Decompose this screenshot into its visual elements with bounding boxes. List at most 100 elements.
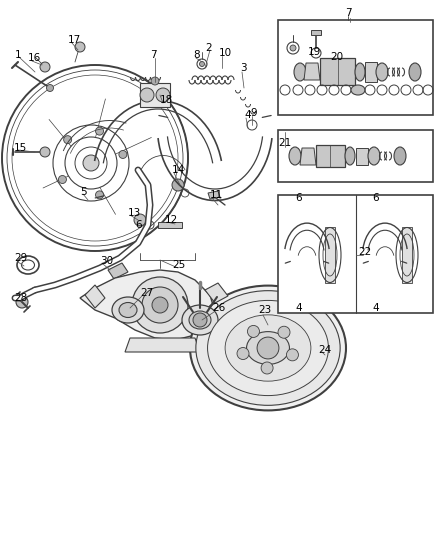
Ellipse shape <box>351 85 365 95</box>
Text: 6: 6 <box>135 220 141 230</box>
Text: 25: 25 <box>172 260 185 270</box>
Text: 29: 29 <box>14 253 27 263</box>
Circle shape <box>16 296 28 308</box>
Circle shape <box>95 191 103 199</box>
Circle shape <box>278 326 290 338</box>
Text: 24: 24 <box>318 345 331 355</box>
Ellipse shape <box>119 303 137 318</box>
Polygon shape <box>402 227 412 283</box>
Text: 3: 3 <box>240 63 247 73</box>
Circle shape <box>142 287 178 323</box>
Circle shape <box>237 348 249 360</box>
Text: 12: 12 <box>165 215 178 225</box>
Circle shape <box>134 214 146 226</box>
Polygon shape <box>80 270 215 340</box>
Polygon shape <box>125 338 200 352</box>
Ellipse shape <box>189 311 211 329</box>
Circle shape <box>172 179 184 191</box>
Circle shape <box>199 61 205 67</box>
Text: 20: 20 <box>330 52 343 62</box>
Text: 7: 7 <box>345 8 352 18</box>
Circle shape <box>286 349 298 361</box>
Ellipse shape <box>376 63 388 81</box>
Circle shape <box>151 77 159 85</box>
Circle shape <box>261 362 273 374</box>
Circle shape <box>58 175 67 183</box>
Text: 15: 15 <box>14 143 27 153</box>
Text: 2: 2 <box>205 43 212 53</box>
Ellipse shape <box>394 147 406 165</box>
Text: 9: 9 <box>250 108 257 118</box>
Ellipse shape <box>355 63 365 81</box>
Ellipse shape <box>294 63 306 81</box>
Text: 17: 17 <box>68 35 81 45</box>
Ellipse shape <box>247 332 290 365</box>
Text: 11: 11 <box>210 190 223 200</box>
Polygon shape <box>140 83 170 107</box>
Text: 1: 1 <box>15 50 21 60</box>
Ellipse shape <box>182 305 218 335</box>
Text: 4: 4 <box>372 303 378 313</box>
Ellipse shape <box>368 147 380 165</box>
Ellipse shape <box>409 63 421 81</box>
Text: 10: 10 <box>219 48 232 58</box>
Bar <box>278 130 433 182</box>
Text: 6: 6 <box>372 193 378 203</box>
Circle shape <box>156 88 170 102</box>
Polygon shape <box>205 283 228 303</box>
Text: 4: 4 <box>295 303 302 313</box>
Text: 16: 16 <box>28 53 41 63</box>
Text: 28: 28 <box>14 293 27 303</box>
Circle shape <box>46 85 53 92</box>
Text: 19: 19 <box>308 47 321 57</box>
Bar <box>278 20 433 115</box>
Circle shape <box>319 349 331 361</box>
Circle shape <box>140 88 154 102</box>
Polygon shape <box>304 63 320 80</box>
Polygon shape <box>300 148 316 165</box>
Circle shape <box>247 326 259 337</box>
Circle shape <box>119 150 127 158</box>
Ellipse shape <box>190 286 346 410</box>
Text: 14: 14 <box>172 165 185 175</box>
Circle shape <box>132 277 188 333</box>
Circle shape <box>40 147 50 157</box>
Text: 6: 6 <box>295 193 302 203</box>
Polygon shape <box>316 145 345 167</box>
Text: 26: 26 <box>212 303 225 313</box>
Text: 8: 8 <box>193 50 200 60</box>
Polygon shape <box>356 148 368 165</box>
Circle shape <box>64 136 72 144</box>
Polygon shape <box>320 58 355 85</box>
Circle shape <box>83 155 99 171</box>
Polygon shape <box>108 263 128 279</box>
Text: 23: 23 <box>258 305 271 315</box>
Circle shape <box>95 127 103 135</box>
Text: 27: 27 <box>140 288 153 298</box>
Ellipse shape <box>225 315 311 381</box>
Circle shape <box>40 62 50 72</box>
Polygon shape <box>325 227 335 283</box>
Text: 21: 21 <box>278 138 291 148</box>
Polygon shape <box>311 30 321 35</box>
Text: 30: 30 <box>100 256 113 266</box>
Text: 22: 22 <box>358 247 371 257</box>
Ellipse shape <box>208 301 328 395</box>
Bar <box>278 195 433 313</box>
Text: 5: 5 <box>80 187 87 197</box>
Text: 4: 4 <box>244 110 251 120</box>
Text: 18: 18 <box>160 95 173 105</box>
Ellipse shape <box>345 147 355 165</box>
Polygon shape <box>208 191 220 199</box>
Text: 7: 7 <box>150 50 157 60</box>
Polygon shape <box>85 285 105 308</box>
Circle shape <box>290 45 296 51</box>
Circle shape <box>257 337 279 359</box>
Ellipse shape <box>112 297 144 323</box>
Circle shape <box>152 297 168 313</box>
Polygon shape <box>365 62 377 82</box>
Circle shape <box>75 42 85 52</box>
Ellipse shape <box>289 147 301 165</box>
Circle shape <box>193 313 207 327</box>
Polygon shape <box>158 222 182 228</box>
